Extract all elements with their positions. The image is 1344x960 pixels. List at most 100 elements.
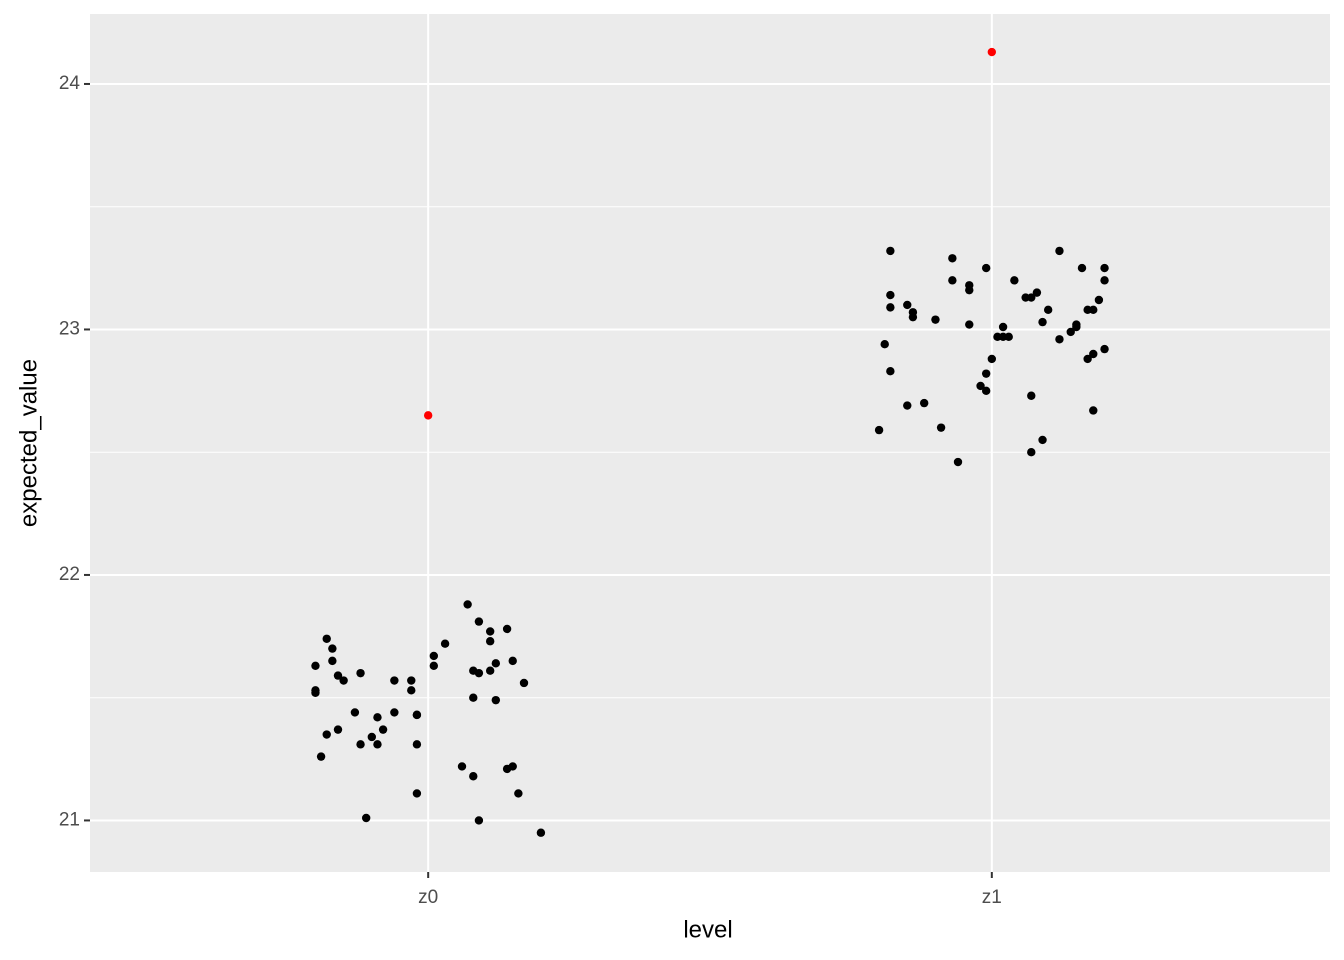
- point: [948, 254, 957, 263]
- point: [429, 661, 439, 670]
- point: [333, 725, 343, 734]
- point: [886, 303, 895, 312]
- point: [981, 369, 991, 378]
- point: [333, 671, 343, 680]
- point: [1038, 317, 1047, 327]
- point: [965, 320, 974, 329]
- point: [1010, 276, 1019, 285]
- point: [936, 423, 946, 432]
- point: [1004, 332, 1013, 342]
- point: [328, 644, 337, 653]
- point: [485, 627, 495, 636]
- y-tick-label: 21: [59, 809, 80, 830]
- point: [1089, 349, 1098, 359]
- point: [536, 828, 546, 837]
- point: [356, 668, 365, 678]
- point: [1038, 435, 1047, 445]
- point: [328, 656, 337, 666]
- point: [350, 708, 360, 717]
- point: [429, 651, 439, 661]
- point: [440, 639, 450, 648]
- point: [412, 710, 422, 720]
- point: [931, 315, 940, 324]
- point: [412, 740, 422, 749]
- point: [1089, 406, 1098, 415]
- point: [322, 730, 331, 739]
- point: [1083, 354, 1092, 364]
- point: [463, 600, 472, 609]
- point: [993, 332, 1002, 342]
- point: [407, 686, 416, 695]
- point: [987, 354, 997, 364]
- point: [373, 713, 382, 722]
- point: [987, 47, 997, 57]
- point: [908, 312, 918, 322]
- y-axis-title: expected_value: [15, 359, 42, 527]
- y-tick-label: 24: [59, 73, 81, 94]
- point: [1032, 288, 1042, 297]
- point: [1055, 335, 1064, 344]
- x-tick-label: z1: [982, 887, 1002, 908]
- point: [373, 740, 382, 749]
- point: [1027, 448, 1036, 457]
- point: [485, 666, 495, 675]
- point: [1089, 305, 1098, 315]
- point: [474, 668, 484, 678]
- point: [311, 661, 320, 670]
- point: [502, 624, 512, 634]
- point: [469, 772, 478, 781]
- point: [1077, 263, 1087, 273]
- point: [407, 676, 416, 685]
- point: [880, 339, 889, 349]
- point: [886, 246, 895, 256]
- point: [919, 398, 929, 408]
- point: [1072, 322, 1081, 332]
- point: [1100, 344, 1109, 354]
- point: [1094, 295, 1104, 305]
- point: [1100, 276, 1109, 285]
- point: [514, 789, 523, 798]
- point: [976, 381, 985, 391]
- point: [502, 764, 512, 774]
- point: [474, 816, 484, 825]
- point: [356, 740, 365, 749]
- point: [339, 676, 348, 685]
- point: [903, 401, 912, 410]
- point: [474, 617, 484, 626]
- point: [485, 637, 495, 646]
- point: [1027, 293, 1036, 302]
- point: [1027, 391, 1036, 400]
- point: [998, 322, 1008, 332]
- point: [322, 634, 331, 643]
- point: [390, 676, 399, 685]
- point: [367, 732, 377, 742]
- point: [316, 752, 326, 761]
- y-tick-label: 22: [59, 564, 80, 585]
- point: [361, 813, 371, 823]
- y-tick-label: 23: [59, 318, 80, 339]
- point: [519, 678, 529, 688]
- point: [491, 695, 501, 705]
- point: [1043, 305, 1053, 315]
- point: [965, 285, 974, 295]
- point: [378, 725, 388, 734]
- point: [886, 290, 895, 300]
- x-tick-label: z0: [418, 887, 438, 908]
- point: [948, 276, 957, 285]
- point: [311, 688, 320, 697]
- point: [508, 656, 517, 666]
- point: [469, 693, 478, 702]
- point: [903, 300, 912, 310]
- x-axis-title: level: [683, 916, 732, 943]
- point: [1055, 246, 1064, 256]
- point: [886, 366, 895, 376]
- point: [423, 411, 433, 420]
- point: [874, 425, 884, 435]
- point: [390, 708, 399, 717]
- point: [491, 659, 501, 668]
- point: [953, 457, 963, 467]
- point: [981, 386, 991, 396]
- point: [1066, 327, 1075, 337]
- panel: [90, 14, 1330, 872]
